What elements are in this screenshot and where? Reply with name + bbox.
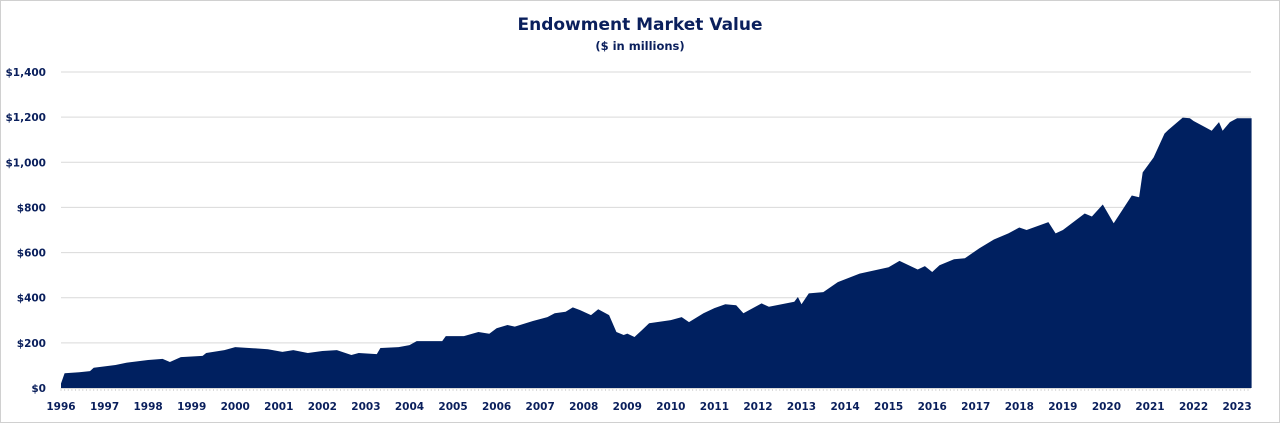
x-tick-label: 2020	[1092, 401, 1121, 413]
x-tick-label: 2001	[264, 401, 293, 413]
x-tick-label: 2008	[569, 401, 598, 413]
x-tick-label: 2005	[438, 401, 467, 413]
y-tick-label: $200	[17, 338, 46, 350]
x-tick-label: 2000	[221, 401, 250, 413]
x-tick-label: 2019	[1048, 401, 1077, 413]
x-tick-label: 2012	[743, 401, 772, 413]
x-tick-label: 2015	[874, 401, 903, 413]
x-tick-label: 2002	[308, 401, 337, 413]
x-tick-label: 2003	[351, 401, 380, 413]
x-tick-label: 1999	[177, 401, 206, 413]
x-axis-ticks: 1996 1997 1998 1999 2000 2001 2002 2003 2004 2005…	[46, 388, 1252, 413]
x-tick-label: 2023	[1223, 401, 1252, 413]
x-tick-label: 2016	[918, 401, 947, 413]
x-tick-label: 1998	[134, 401, 163, 413]
x-tick-label: 2004	[395, 401, 424, 413]
x-tick-label: 2009	[613, 401, 642, 413]
x-tick-label: 1996	[46, 401, 75, 413]
x-tick-label: 2007	[526, 401, 555, 413]
market-value-area	[61, 117, 1252, 388]
x-tick-label: 1997	[90, 401, 119, 413]
x-tick-label: 2017	[961, 401, 990, 413]
x-tick-label: 2010	[656, 401, 685, 413]
chart-title: Endowment Market Value	[517, 15, 762, 35]
y-tick-label: $1,000	[5, 157, 46, 169]
x-tick-label: 2011	[700, 401, 729, 413]
x-tick-label: 2014	[830, 401, 859, 413]
y-tick-label: $1,200	[5, 112, 46, 124]
x-tick-label: 2021	[1135, 401, 1164, 413]
x-tick-label: 2022	[1179, 401, 1208, 413]
x-tick-label: 2013	[787, 401, 816, 413]
y-axis-ticks: $0 $200 $400 $600 $800 $1,000 $1,200 $1,400	[5, 67, 46, 395]
y-tick-label: $0	[31, 383, 46, 395]
y-tick-label: $600	[17, 248, 46, 260]
x-tick-label: 2006	[482, 401, 511, 413]
y-tick-label: $1,400	[5, 67, 46, 79]
area-series	[61, 117, 1252, 388]
x-tick-label: 2018	[1005, 401, 1034, 413]
chart-subtitle: ($ in millions)	[595, 39, 684, 53]
y-tick-label: $400	[17, 293, 46, 305]
y-tick-label: $800	[17, 202, 46, 214]
